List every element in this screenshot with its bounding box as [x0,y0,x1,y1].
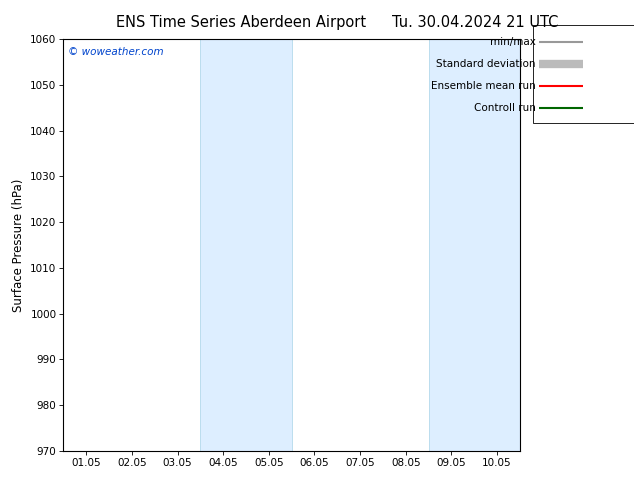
Text: Controll run: Controll run [474,103,536,113]
Text: Ensemble mean run: Ensemble mean run [431,81,536,91]
Text: min/max: min/max [490,37,536,47]
Bar [200,39,292,451]
Text: © woweather.com: © woweather.com [68,48,164,57]
Y-axis label: Surface Pressure (hPa): Surface Pressure (hPa) [11,178,25,312]
Text: Tu. 30.04.2024 21 UTC: Tu. 30.04.2024 21 UTC [392,15,559,30]
Text: Standard deviation: Standard deviation [436,59,536,69]
Bar [429,39,520,451]
Text: ENS Time Series Aberdeen Airport: ENS Time Series Aberdeen Airport [116,15,366,30]
